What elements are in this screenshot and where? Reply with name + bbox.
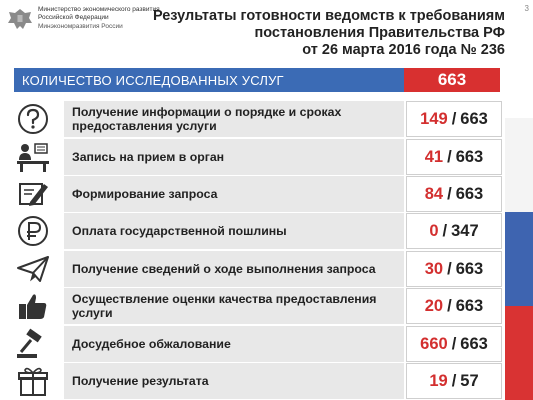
reception-desk-icon <box>14 139 52 175</box>
fraction-slash: / <box>442 221 448 240</box>
total-services-label: КОЛИЧЕСТВО ИССЛЕДОВАННЫХ УСЛУГ <box>22 73 284 88</box>
gift-box-icon <box>14 363 52 399</box>
service-row: Получение сведений о ходе выполнения зап… <box>14 251 504 287</box>
service-label: Досудебное обжалование <box>64 326 404 362</box>
service-value: 0 / 347 <box>406 213 502 249</box>
service-label: Формирование запроса <box>64 176 404 212</box>
fraction-slash: / <box>447 184 452 203</box>
service-value: 149 / 663 <box>406 101 502 137</box>
fraction-slash: / <box>451 109 457 128</box>
thumbs-up-icon <box>14 288 52 324</box>
fraction-slash: / <box>451 334 457 353</box>
service-value: 84 / 663 <box>406 176 502 212</box>
paper-plane-icon <box>14 251 52 287</box>
ready-count: 84 <box>424 184 444 203</box>
ministry-name: Министерство экономического развития Рос… <box>38 6 160 31</box>
service-value: 20 / 663 <box>406 288 502 324</box>
gavel-icon <box>14 326 52 362</box>
page-number: 3 <box>524 4 529 13</box>
service-value: 19 / 57 <box>406 363 502 399</box>
title-line-3: от 26 марта 2016 года № 236 <box>302 42 505 58</box>
service-row: Осуществление оценки качества предоставл… <box>14 288 504 324</box>
question-icon <box>14 101 52 137</box>
title-line-2: постановления Правительства РФ <box>254 25 505 41</box>
ministry-line-2: Российской Федерации <box>38 14 109 21</box>
total-services-bar: КОЛИЧЕСТВО ИССЛЕДОВАННЫХ УСЛУГ 663 <box>14 68 500 92</box>
fraction-slash: / <box>447 259 452 278</box>
fraction-slash: / <box>451 371 457 390</box>
total-count: 347 <box>451 221 479 240</box>
form-pen-icon <box>14 176 52 212</box>
fraction-slash: / <box>447 296 452 315</box>
service-row: Оплата государственной пошлины 0 / 347 <box>14 213 504 249</box>
ready-count: 0 <box>429 221 439 240</box>
total-count: 663 <box>455 259 484 278</box>
ready-count: 19 <box>429 371 448 390</box>
ready-count: 149 <box>420 109 448 128</box>
title-line-1: Результаты готовности ведомств к требова… <box>152 8 505 24</box>
service-label: Получение результата <box>64 363 404 399</box>
ministry-short-name: Минэкономразвития России <box>38 23 123 30</box>
total-count: 663 <box>455 184 484 203</box>
service-row: Формирование запроса 84 / 663 <box>14 176 504 212</box>
service-label: Запись на прием в орган <box>64 139 404 175</box>
ready-count: 20 <box>424 296 444 315</box>
total-count: 663 <box>460 334 488 353</box>
total-services-value: 663 <box>404 68 500 92</box>
fraction-slash: / <box>447 147 452 166</box>
service-label: Получение сведений о ходе выполнения зап… <box>64 251 404 287</box>
total-count: 663 <box>455 296 484 315</box>
service-label: Получение информации о порядке и сроках … <box>64 101 404 137</box>
service-label: Оплата государственной пошлины <box>64 213 404 249</box>
ruble-icon <box>14 213 52 249</box>
ready-count: 660 <box>420 334 448 353</box>
slide-title: Результаты готовности ведомств к требова… <box>153 8 505 59</box>
service-row: Досудебное обжалование 660 / 663 <box>14 326 504 362</box>
service-value: 30 / 663 <box>406 251 502 287</box>
service-value: 660 / 663 <box>406 326 502 362</box>
ministry-line-1: Министерство экономического развития <box>38 6 160 13</box>
ready-count: 41 <box>424 147 444 166</box>
service-label: Осуществление оценки качества предоставл… <box>64 288 404 324</box>
ready-count: 30 <box>424 259 444 278</box>
russian-flag-stripe <box>505 118 533 400</box>
service-row: Получение результата 19 / 57 <box>14 363 504 399</box>
service-value: 41 / 663 <box>406 139 502 175</box>
slide-header: Министерство экономического развития Рос… <box>0 0 533 66</box>
coat-of-arms-icon <box>8 9 32 29</box>
service-row: Получение информации о порядке и сроках … <box>14 101 504 137</box>
total-count: 663 <box>460 109 488 128</box>
total-count: 57 <box>460 371 479 390</box>
service-row: Запись на прием в орган 41 / 663 <box>14 139 504 175</box>
total-count: 663 <box>455 147 484 166</box>
